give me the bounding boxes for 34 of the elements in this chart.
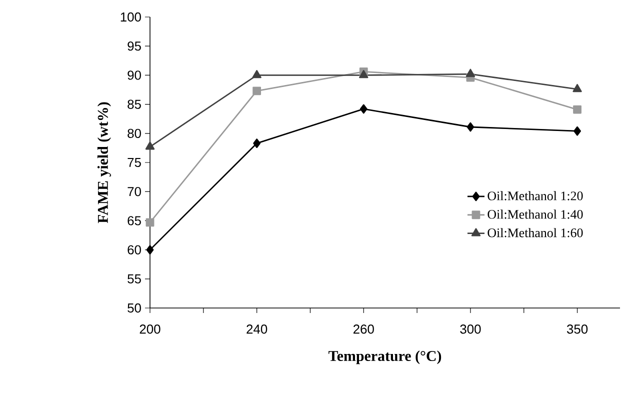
x-tick-label: 200: [140, 324, 160, 334]
y-tick-label: 65: [128, 216, 141, 226]
y-tick-label: 70: [128, 187, 141, 196]
x-tick-label: 300: [460, 324, 481, 334]
y-tick-label: 85: [128, 100, 141, 109]
point: [573, 105, 582, 114]
x-tick-label: 260: [353, 324, 374, 334]
x-tick-label: 240: [246, 324, 268, 334]
point: [572, 84, 582, 92]
x-axis-title: Temperature (°C): [328, 350, 442, 364]
point: [359, 70, 368, 78]
y-tick-label: 50: [128, 303, 141, 313]
y-tick-label: 80: [128, 128, 141, 138]
point: [252, 86, 262, 96]
legend-label: Oil:Methanol 1:20: [488, 191, 583, 200]
y-tick-label: 60: [128, 245, 141, 254]
legend-label: Oil:Methanol 1:40: [488, 210, 583, 219]
y-axis-title: FAME yield (wt%): [97, 102, 112, 224]
point: [466, 122, 474, 132]
x-tick-label: 350: [566, 324, 588, 334]
point: [252, 70, 262, 78]
y-tick-label: 75: [128, 158, 141, 168]
point: [360, 104, 368, 114]
point: [146, 218, 154, 227]
y-tick-label: 95: [128, 42, 141, 51]
point: [466, 68, 476, 77]
y-tick-label: 100: [120, 12, 141, 22]
point: [145, 142, 155, 150]
legend-label: Oil:Methanol 1:60: [488, 228, 583, 238]
y-tick-label: 55: [128, 274, 141, 284]
y-tick-label: 90: [128, 70, 141, 80]
point: [146, 245, 154, 254]
point: [574, 126, 581, 136]
point: [253, 138, 261, 148]
